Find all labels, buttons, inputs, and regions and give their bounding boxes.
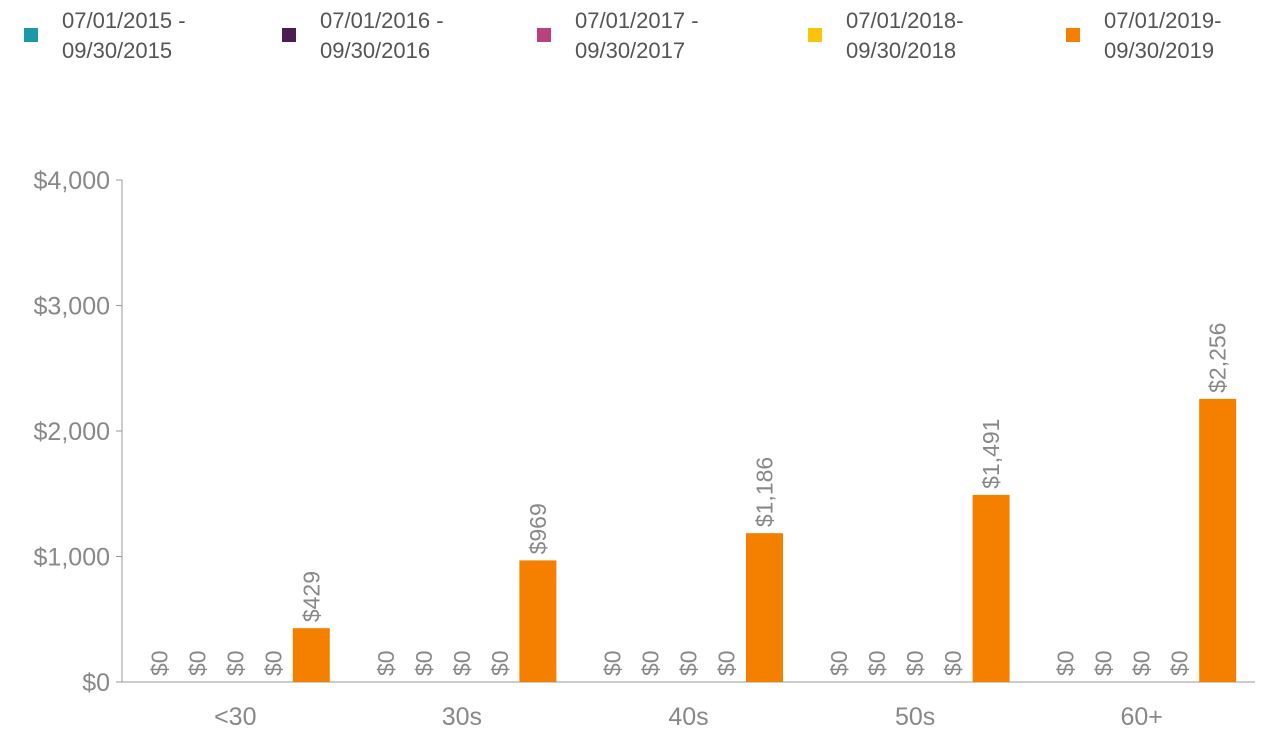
legend-label: 07/01/2015 - 09/30/2015 — [62, 8, 186, 63]
legend-label: 07/01/2017 - 09/30/2017 — [575, 8, 699, 63]
value-label: $0 — [1053, 650, 1079, 676]
legend-label: 07/01/2019- 09/30/2019 — [1104, 8, 1222, 63]
x-tick-label: <30 — [214, 703, 256, 730]
value-label: $0 — [902, 650, 928, 676]
value-label: $2,256 — [1205, 323, 1231, 393]
bar — [519, 560, 557, 682]
value-label: $0 — [487, 650, 513, 676]
x-tick-label: 50s — [895, 703, 935, 730]
x-tick-label: 60+ — [1120, 703, 1162, 730]
legend-swatch — [282, 28, 296, 42]
y-tick-label: $0 — [82, 669, 110, 697]
value-label: $0 — [260, 650, 286, 676]
value-label: $0 — [1167, 650, 1193, 676]
value-label: $0 — [1129, 650, 1155, 676]
value-label: $0 — [449, 650, 475, 676]
value-label: $0 — [600, 650, 626, 676]
value-label: $0 — [826, 650, 852, 676]
bar — [972, 494, 1010, 682]
y-tick-label: $2,000 — [34, 418, 110, 446]
legend-swatch — [537, 28, 551, 42]
y-tick-label: $1,000 — [34, 544, 110, 572]
value-label: $0 — [146, 650, 172, 676]
value-label: $1,491 — [978, 419, 1004, 489]
legend-swatch — [808, 28, 822, 42]
value-label: $0 — [411, 650, 437, 676]
bar — [746, 533, 783, 682]
value-label: $969 — [525, 503, 551, 554]
value-label: $0 — [676, 650, 702, 676]
value-label: $1,186 — [752, 457, 778, 527]
value-label: $0 — [373, 650, 399, 676]
bar — [1199, 398, 1237, 682]
value-label: $0 — [222, 650, 248, 676]
x-tick-label: 40s — [668, 703, 708, 730]
value-label: $0 — [184, 650, 210, 676]
value-label: $429 — [298, 571, 324, 622]
bar — [292, 628, 330, 682]
y-tick-label: $3,000 — [34, 293, 110, 321]
x-tick-label: 30s — [442, 703, 482, 730]
legend-label: 07/01/2018- 09/30/2018 — [846, 8, 964, 63]
value-label: $0 — [714, 650, 740, 676]
value-label: $0 — [940, 650, 966, 676]
y-tick-label: $4,000 — [34, 167, 110, 195]
value-label: $0 — [638, 650, 664, 676]
value-label: $0 — [1091, 650, 1117, 676]
value-label: $0 — [864, 650, 890, 676]
legend-label: 07/01/2016 - 09/30/2016 — [320, 8, 444, 63]
legend-swatch — [24, 28, 38, 42]
legend-swatch — [1066, 28, 1080, 42]
